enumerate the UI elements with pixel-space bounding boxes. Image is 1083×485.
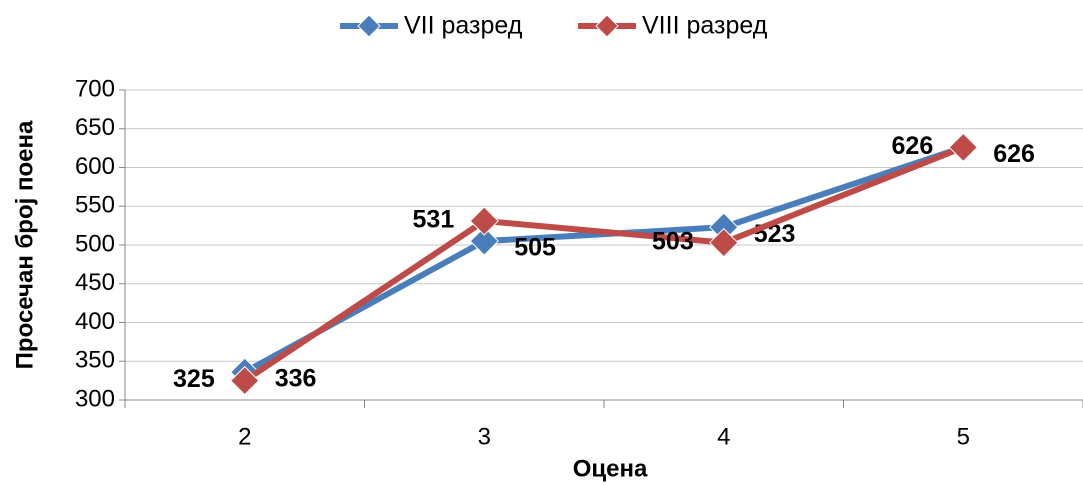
legend-label: VII разред [404,12,523,40]
y-tick-label: 500 [75,230,115,257]
y-tick-label: 300 [75,385,115,412]
series-line [243,144,965,375]
marker [469,226,499,256]
y-tick-label: 650 [75,114,115,141]
y-tick-label: 400 [75,308,115,335]
series-line [243,144,965,384]
x-tick-label: 5 [957,423,970,450]
y-tick-label: 700 [75,75,115,102]
y-tick-label: 350 [75,347,115,374]
legend-marker [595,14,619,38]
y-axis-label: Просечан број поена [11,120,38,369]
data-label: 505 [514,234,556,262]
y-tick-label: 550 [75,192,115,219]
y-tick-label: 450 [75,269,115,296]
data-label: 626 [993,140,1035,168]
x-tick-label: 2 [238,423,251,450]
x-tick-label: 4 [717,423,730,450]
data-label: 336 [275,365,317,393]
data-label: 503 [652,227,694,255]
data-label: 626 [892,132,934,160]
data-label: 531 [413,206,455,234]
legend-marker [357,14,381,38]
marker [469,206,499,236]
marker [230,365,260,396]
marker [709,227,739,258]
y-tick-label: 600 [75,153,115,180]
x-axis-label: Оцена [573,455,648,482]
marker [948,132,978,163]
data-label: 325 [173,365,215,393]
x-tick-label: 3 [478,423,491,450]
legend-label: VIII разред [642,12,768,40]
